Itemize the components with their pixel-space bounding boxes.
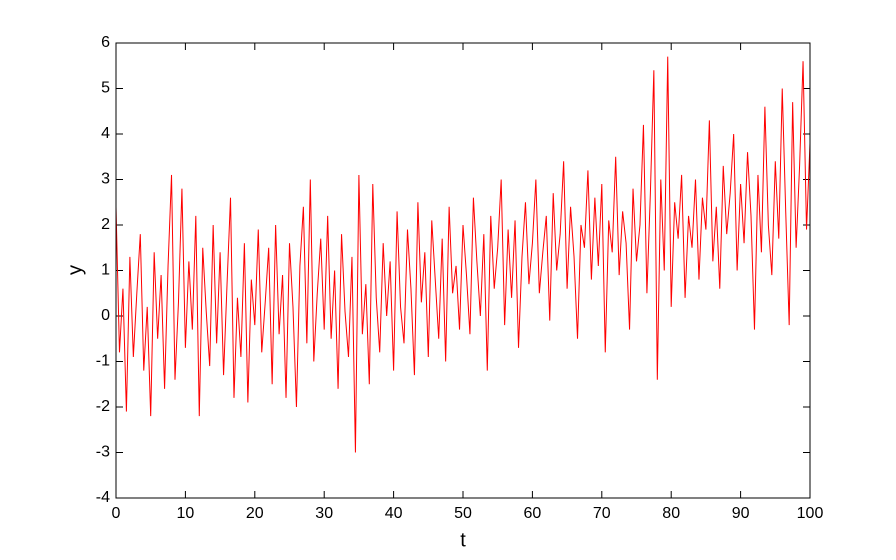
x-tick-label: 60 [524,505,542,522]
y-axis-label: y [64,265,86,275]
x-tick-label: 100 [797,505,824,522]
series-line [115,56,811,453]
y-tick-label: 1 [101,262,110,279]
y-tick-label: 2 [101,216,110,233]
x-tick-label: 0 [112,505,121,522]
y-tick-label: 3 [101,171,110,188]
y-tick-label: 0 [101,307,110,324]
y-tick-label: -3 [96,444,110,461]
x-tick-label: 90 [732,505,750,522]
plot-frame [115,42,811,499]
x-tick-label: 30 [315,505,333,522]
y-tick-label: 6 [101,34,110,51]
y-tick-label: 5 [101,80,110,97]
x-tick-label: 80 [662,505,680,522]
y-tick-label: -2 [96,398,110,415]
y-tick-label: 4 [101,125,110,142]
y-tick-label: -1 [96,353,110,370]
x-tick-label: 20 [246,505,264,522]
x-axis-label: t [460,529,466,551]
y-tick-label: -4 [96,489,110,506]
x-tick-label: 50 [454,505,472,522]
x-tick-label: 40 [385,505,403,522]
x-tick-label: 10 [177,505,195,522]
x-tick-label: 70 [593,505,611,522]
